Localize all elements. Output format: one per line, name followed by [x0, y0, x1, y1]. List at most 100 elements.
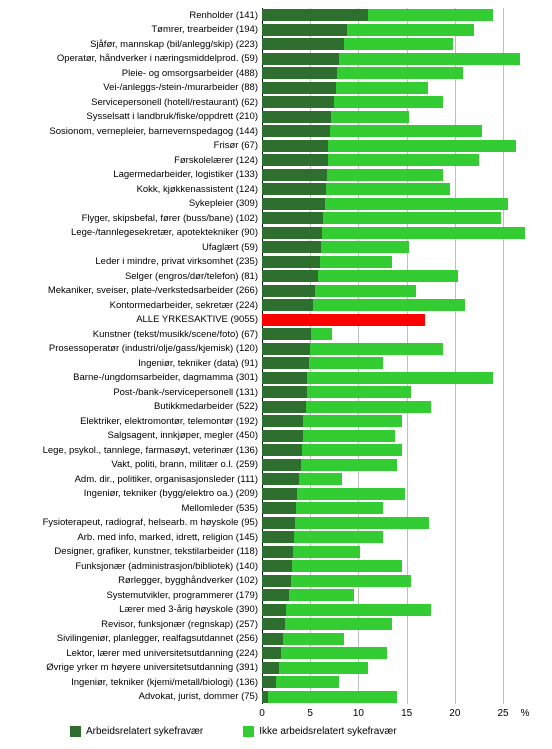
chart-row: Vei-/anleggs-/stein-/murarbeider (88) [0, 81, 552, 96]
row-label: Sysselsatt i landbruk/fiske/oppdrett (21… [0, 111, 262, 122]
chart-row: Mekaniker, sveiser, plate-/verkstedsarbe… [0, 284, 552, 299]
bar-series1 [262, 256, 320, 268]
row-plot [262, 139, 532, 154]
row-plot [262, 661, 532, 676]
x-tick-label: 5 [307, 708, 313, 719]
chart-row: Kokk, kjøkkenassistent (124) [0, 182, 552, 197]
bar-series1 [262, 662, 279, 674]
legend-label-series2: Ikke arbeidsrelatert sykefravær [259, 726, 396, 737]
chart-row: Butikkmedarbeider (522) [0, 400, 552, 415]
row-label: Lege, psykol., tannlege, farmasøyt, vete… [0, 445, 262, 456]
chart-row: Ufaglært (59) [0, 240, 552, 255]
bar-series1 [262, 212, 323, 224]
row-plot [262, 226, 532, 241]
row-plot [262, 617, 532, 632]
row-label: Prosessoperatør (industri/olje/gass/kjem… [0, 343, 262, 354]
x-tick-label: 15 [401, 708, 412, 719]
row-label: Butikkmedarbeider (522) [0, 401, 262, 412]
row-label: Lektor, lærer med universitetsutdanning … [0, 648, 262, 659]
chart-row: Advokat, jurist, dommer (75) [0, 690, 552, 705]
chart-row: Arb. med info, marked, idrett, religion … [0, 530, 552, 545]
bar-series1 [262, 473, 299, 485]
row-label: Salgsagent, innkjøper, megler (450) [0, 430, 262, 441]
chart-legend: Arbeidsrelatert sykefravær Ikke arbeidsr… [70, 726, 397, 737]
bar-series1 [262, 546, 293, 558]
row-plot [262, 530, 532, 545]
bar-series1 [262, 459, 301, 471]
row-plot [262, 8, 532, 23]
row-plot [262, 124, 532, 139]
row-plot [262, 95, 532, 110]
x-axis-unit-label: % [521, 708, 530, 719]
row-plot [262, 559, 532, 574]
row-label: Vei-/anleggs-/stein-/murarbeider (88) [0, 82, 262, 93]
chart-row: Førskolelærer (124) [0, 153, 552, 168]
row-plot [262, 110, 532, 125]
chart-row: Lagermedarbeider, logistiker (133) [0, 168, 552, 183]
chart-row: Sjåfør, mannskap (bil/anlegg/skip) (223) [0, 37, 552, 52]
chart-row: Post-/bank-/servicepersonell (131) [0, 385, 552, 400]
chart-row: Servicepersonell (hotell/restaurant) (62… [0, 95, 552, 110]
row-plot [262, 284, 532, 299]
bar-series1 [262, 82, 336, 94]
row-plot [262, 269, 532, 284]
row-label: Sivilingeniør, planlegger, realfagsutdan… [0, 633, 262, 644]
x-tick-label: 20 [449, 708, 460, 719]
row-label: Elektriker, elektromontør, telemontør (1… [0, 416, 262, 427]
row-label: Renholder (141) [0, 10, 262, 21]
chart-row: Designer, grafiker, kunstner, tekstilarb… [0, 545, 552, 560]
row-label: Selger (engros/dør/telefon) (81) [0, 271, 262, 282]
row-plot [262, 400, 532, 415]
bar-series1 [262, 183, 326, 195]
row-plot [262, 197, 532, 212]
row-plot [262, 690, 532, 705]
chart-row: Leder i mindre, privat virksomhet (235) [0, 255, 552, 270]
row-label: Operatør, håndverker i næringsmiddelprod… [0, 53, 262, 64]
x-tick-label: 25 [498, 708, 509, 719]
bar-series1 [262, 357, 309, 369]
bar-series1 [262, 67, 337, 79]
chart-row: Fysioterapeut, radiograf, helsearb. m hø… [0, 516, 552, 531]
chart-row: Elektriker, elektromontør, telemontør (1… [0, 414, 552, 429]
chart-row: Ingeniør, tekniker (kjemi/metall/biologi… [0, 675, 552, 690]
bar-series1 [262, 415, 303, 427]
row-label: Arb. med info, marked, idrett, religion … [0, 532, 262, 543]
chart-row: Lege-/tannlegesekretær, apotektekniker (… [0, 226, 552, 241]
bar-series1 [262, 38, 344, 50]
row-label: Post-/bank-/servicepersonell (131) [0, 387, 262, 398]
bar-series1 [262, 241, 321, 253]
bar-series1 [262, 488, 297, 500]
chart-row: Vakt, politi, brann, militær o.l. (259) [0, 458, 552, 473]
row-plot [262, 443, 532, 458]
chart-row: Lærer med 3-årig høyskole (390) [0, 603, 552, 618]
bar-series1 [262, 53, 339, 65]
row-plot [262, 588, 532, 603]
legend-item-series2: Ikke arbeidsrelatert sykefravær [243, 726, 396, 737]
row-plot [262, 646, 532, 661]
chart-row: Tømrer, trearbeider (194) [0, 23, 552, 38]
row-label: Ingeniør, tekniker (bygg/elektro oa.) (2… [0, 488, 262, 499]
chart-row: Kontormedarbeider, sekretær (224) [0, 298, 552, 313]
chart-row: Kunstner (tekst/musikk/scene/foto) (67) [0, 327, 552, 342]
bar-series1 [262, 401, 306, 413]
bar-series1 [262, 96, 334, 108]
row-label: Mekaniker, sveiser, plate-/verkstedsarbe… [0, 285, 262, 296]
row-plot [262, 81, 532, 96]
bar-series2 [262, 604, 431, 616]
chart-row: Sysselsatt i landbruk/fiske/oppdrett (21… [0, 110, 552, 125]
legend-swatch-series1 [70, 726, 81, 737]
bar-series1 [262, 9, 368, 21]
chart-row: Ingeniør, tekniker (data) (91) [0, 356, 552, 371]
row-plot [262, 153, 532, 168]
row-label: Tømrer, trearbeider (194) [0, 24, 262, 35]
bar-series1 [262, 691, 268, 703]
legend-item-series1: Arbeidsrelatert sykefravær [70, 726, 203, 737]
bar-series1 [262, 647, 281, 659]
legend-swatch-series2 [243, 726, 254, 737]
row-label: Øvrige yrker m høyere universitetsutdann… [0, 662, 262, 673]
chart-row: Revisor, funksjonær (regnskap) (257) [0, 617, 552, 632]
row-label: Frisør (67) [0, 140, 262, 151]
row-plot [262, 37, 532, 52]
bar-series1 [262, 285, 315, 297]
row-label: Rørlegger, bygghåndverker (102) [0, 575, 262, 586]
